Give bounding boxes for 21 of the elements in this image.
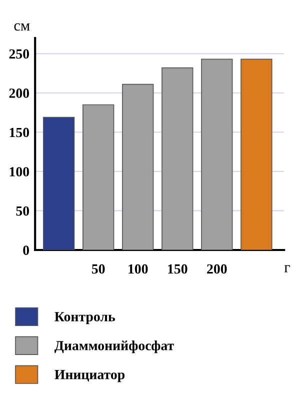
y-tick-label: 150 — [10, 128, 30, 138]
bar — [240, 58, 272, 250]
bar — [82, 104, 114, 250]
x-tick-label: 100 — [128, 264, 148, 274]
y-tick-label: 200 — [9, 88, 30, 98]
y-tick-label: 100 — [10, 167, 30, 176]
x-tick-label: 150 — [168, 264, 188, 274]
y-tick-label: 250 — [9, 49, 30, 59]
bar — [122, 84, 154, 250]
x-tick-label: 50 — [92, 264, 105, 274]
legend-label: Контроль — [54, 312, 115, 324]
bar — [201, 58, 233, 250]
bar — [162, 67, 194, 250]
x-tick-label: 200 — [207, 264, 227, 274]
legend-label: Диаммонийфосфат — [54, 340, 174, 354]
bar — [42, 116, 75, 250]
y-tick-label: 0 — [23, 246, 30, 255]
x-axis-title: г — [284, 265, 290, 272]
legend-label: Инициатор — [54, 370, 125, 382]
y-tick-label: 50 — [16, 206, 30, 216]
y-axis-title: см — [14, 23, 30, 31]
